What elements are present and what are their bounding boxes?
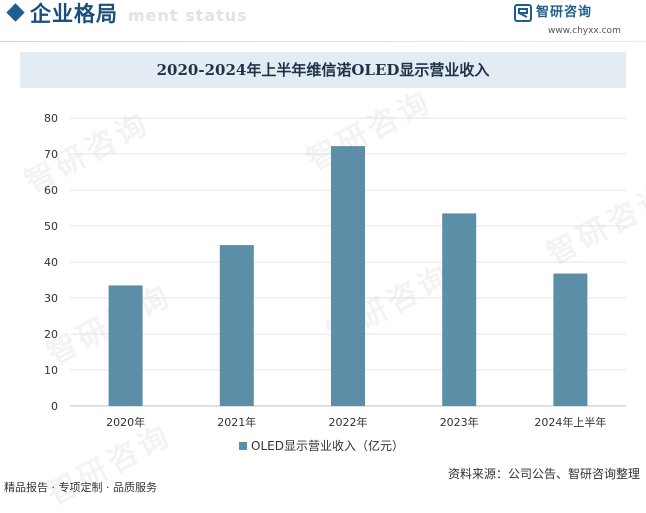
y-tick-label: 20 (44, 328, 58, 341)
source-note: 资料来源：公司公告、智研咨询整理 (447, 467, 640, 481)
brand-logo-block: 智研咨询 www.chyxx.com (514, 3, 634, 39)
x-tick-label: 2024年上半年 (534, 415, 606, 429)
y-tick-label: 30 (44, 292, 58, 305)
y-tick-label: 50 (44, 220, 58, 233)
legend-swatch (239, 442, 247, 450)
y-tick-label: 70 (44, 148, 58, 161)
chart-title-band: 2020-2024年上半年维信诺OLED显示营业收入 (20, 52, 626, 88)
x-axis-ticks: 2020年 2021年 2022年 2023年 2024年上半年 (106, 415, 606, 429)
bar (442, 213, 477, 406)
y-tick-label: 80 (44, 112, 58, 125)
brand-name: 智研咨询 (536, 5, 593, 20)
y-tick-label: 10 (44, 364, 58, 377)
bar (331, 146, 365, 406)
y-tick-label: 40 (44, 256, 58, 269)
bar (219, 245, 254, 406)
x-tick-label: 2023年 (440, 415, 479, 429)
bar (553, 273, 588, 406)
section-subtitle: ment status (128, 6, 248, 25)
x-tick-label: 2020年 (106, 415, 145, 429)
brand-logo-icon (514, 4, 532, 22)
y-tick-label: 0 (51, 400, 58, 413)
page-header: 企业格局 ment status 智研咨询 www.chyxx.com (0, 0, 646, 44)
y-axis-ticks: 0 10 20 30 40 50 60 70 80 (44, 112, 58, 413)
section-title: 企业格局 (30, 2, 118, 26)
x-tick-label: 2022年 (329, 415, 368, 429)
y-tick-label: 60 (44, 184, 58, 197)
header-divider (0, 41, 646, 42)
x-tick-label: 2021年 (217, 415, 256, 429)
brand-url: www.chyxx.com (548, 26, 621, 36)
chart-title: 2020-2024年上半年维信诺OLED显示营业收入 (156, 61, 490, 79)
bars (108, 146, 588, 406)
bar (108, 285, 143, 406)
legend-label: OLED显示营业收入（亿元） (251, 439, 404, 453)
footer-tagline: 精品报告 · 专项定制 · 品质服务 (4, 481, 157, 494)
